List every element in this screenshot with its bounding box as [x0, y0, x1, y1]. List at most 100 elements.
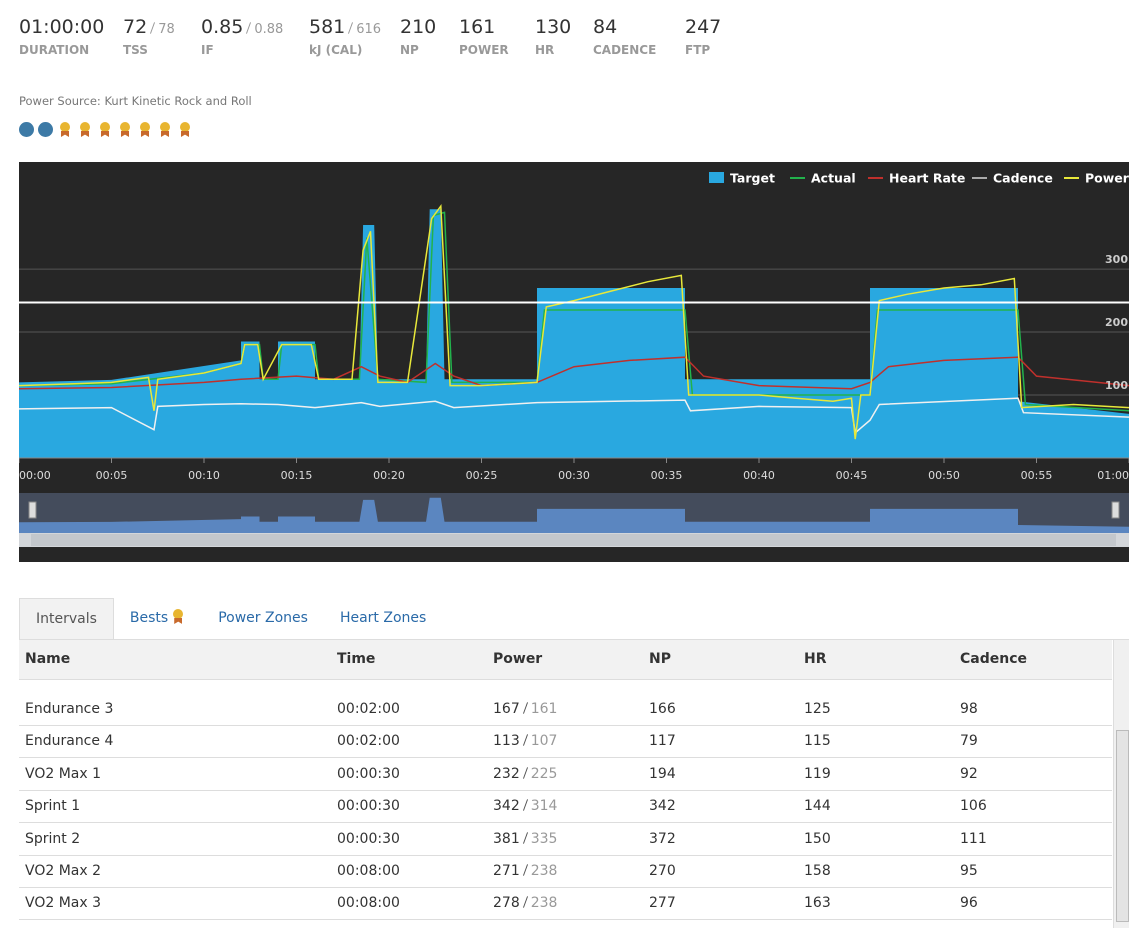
- stat-number: 01:00:00: [19, 16, 105, 38]
- power-cell: 167 161: [493, 701, 557, 717]
- stat-label: TSS: [123, 43, 148, 57]
- navigator-handle[interactable]: [1111, 501, 1120, 519]
- table-cell: 194: [649, 765, 676, 782]
- power-cell: 342 314: [493, 798, 557, 814]
- stat: 01:00:00 DURATION: [19, 16, 104, 57]
- table-row[interactable]: Sprint 1 00:00:30 342 314 342 144 106: [19, 790, 1112, 824]
- stat-number: 72: [123, 16, 148, 38]
- scrollbar[interactable]: [1113, 640, 1129, 928]
- table-cell: 00:00:30: [337, 798, 400, 815]
- y-tick-label: 200: [1105, 316, 1128, 329]
- table-cell: Sprint 1: [25, 798, 81, 815]
- table-cell: 163: [804, 895, 831, 912]
- navigator-area: [19, 497, 1129, 533]
- x-tick-label: 00:05: [96, 469, 128, 482]
- stat-number: 84: [593, 16, 618, 38]
- stat-number: 210: [400, 16, 437, 38]
- x-tick-label: 00:50: [928, 469, 960, 482]
- stat-secondary: 616: [356, 22, 382, 37]
- medal-icon[interactable]: [57, 122, 73, 138]
- table-cell: 00:08:00: [337, 863, 400, 879]
- slash: [522, 766, 528, 779]
- stat-number: 0.85: [201, 16, 244, 38]
- tabs: Intervals Bests Power Zones Heart Zones: [19, 598, 442, 640]
- stat-value: 130: [535, 16, 571, 38]
- x-tick-label: 00:15: [281, 469, 313, 482]
- medal-icon[interactable]: [77, 122, 93, 138]
- table-row[interactable]: VO2 Max 3 00:08:00 278 238 277 163 96: [19, 887, 1112, 921]
- stat-secondary: 78: [158, 22, 175, 37]
- tab[interactable]: Power Zones: [202, 598, 324, 639]
- stat-secondary: 0.88: [254, 22, 284, 37]
- info-icon[interactable]: [19, 122, 34, 137]
- stat-value: 161: [459, 16, 509, 38]
- table-cell: 79: [960, 733, 978, 750]
- x-tick-label: 00:20: [373, 469, 405, 482]
- table-cell: 00:08:00: [337, 895, 400, 912]
- power-cell: 113 107: [493, 733, 557, 749]
- power-source-label: Power Source:: [19, 94, 101, 108]
- stat-label: HR: [535, 43, 555, 57]
- legend-label: Power: [1085, 171, 1129, 186]
- info-icon[interactable]: [38, 122, 53, 137]
- medal-icon[interactable]: [177, 122, 193, 138]
- stat-value: 72 78: [123, 16, 175, 38]
- tab[interactable]: Intervals: [19, 598, 114, 640]
- table-cell: 158: [804, 863, 831, 879]
- power-target: 335: [530, 830, 558, 847]
- scrollbar-thumb[interactable]: [1116, 730, 1129, 922]
- slash: [522, 831, 528, 844]
- chart: 100 200 300 00:00 00:05 00:10 00:15 00:20 00:25 0…: [19, 162, 1129, 562]
- table-cell: Endurance 4: [25, 733, 114, 750]
- medal-icon[interactable]: [157, 122, 173, 138]
- table-cell: 166: [649, 701, 676, 717]
- series-line: [19, 397, 1129, 435]
- legend-label: Actual: [811, 171, 856, 186]
- medal-icon[interactable]: [117, 122, 133, 138]
- intervals-table: Name Time Power NP HR Cadence Endurance 3 00:02…: [19, 639, 1129, 928]
- table-cell: 95: [960, 863, 978, 879]
- table-cell: 00:00:30: [337, 765, 400, 782]
- table-row[interactable]: VO2 Max 2 00:08:00 271 238 270 158 95: [19, 855, 1112, 888]
- medal-icon[interactable]: [137, 122, 153, 138]
- table-row[interactable]: VO2 Max 1 00:00:30 232 225 194 119 92: [19, 758, 1112, 791]
- column-header: Power: [493, 651, 543, 667]
- table-row[interactable]: Endurance 4 00:02:00 113 107 117 115 79: [19, 725, 1112, 759]
- slash: [522, 799, 528, 811]
- table-cell: 96: [960, 895, 978, 912]
- power-actual: 342: [493, 798, 520, 815]
- power-target: 238: [530, 895, 558, 912]
- table-cell: 119: [804, 765, 831, 782]
- power-actual: 381: [493, 830, 520, 847]
- scrollbar-thumb[interactable]: [31, 534, 1116, 546]
- slash: [522, 734, 528, 747]
- power-actual: 113: [493, 733, 520, 750]
- stat-number: 161: [459, 16, 496, 38]
- stat-number: 247: [685, 16, 722, 38]
- x-tick-label: 00:55: [1021, 469, 1053, 482]
- table-cell: VO2 Max 3: [25, 895, 102, 912]
- stat: 161 POWER: [459, 16, 509, 57]
- x-tick-label: 00:45: [836, 469, 868, 482]
- x-tick-label: 00:30: [558, 469, 590, 482]
- table-cell: VO2 Max 1: [25, 765, 102, 782]
- table-row[interactable]: Endurance 3 00:02:00 167 161 166 125 98: [19, 693, 1112, 726]
- navigator-handle[interactable]: [28, 501, 37, 519]
- tab[interactable]: Heart Zones: [324, 598, 442, 639]
- table-cell: 372: [649, 830, 676, 847]
- table-cell: 150: [804, 830, 831, 847]
- power-target: 161: [530, 701, 558, 717]
- medal-icon: [170, 609, 186, 625]
- x-tick-label: 00:00: [19, 469, 51, 482]
- y-tick-label: 300: [1105, 253, 1128, 266]
- power-target: 107: [530, 733, 558, 750]
- slash: [522, 702, 528, 714]
- stat: 247 FTP: [685, 16, 721, 57]
- slash: [522, 864, 528, 876]
- power-cell: 271 238: [493, 863, 557, 879]
- table-row[interactable]: Sprint 2 00:00:30 381 335 372 150 111: [19, 823, 1112, 856]
- medal-icon[interactable]: [97, 122, 113, 138]
- stat-label: POWER: [459, 43, 509, 57]
- tab[interactable]: Bests: [114, 598, 202, 639]
